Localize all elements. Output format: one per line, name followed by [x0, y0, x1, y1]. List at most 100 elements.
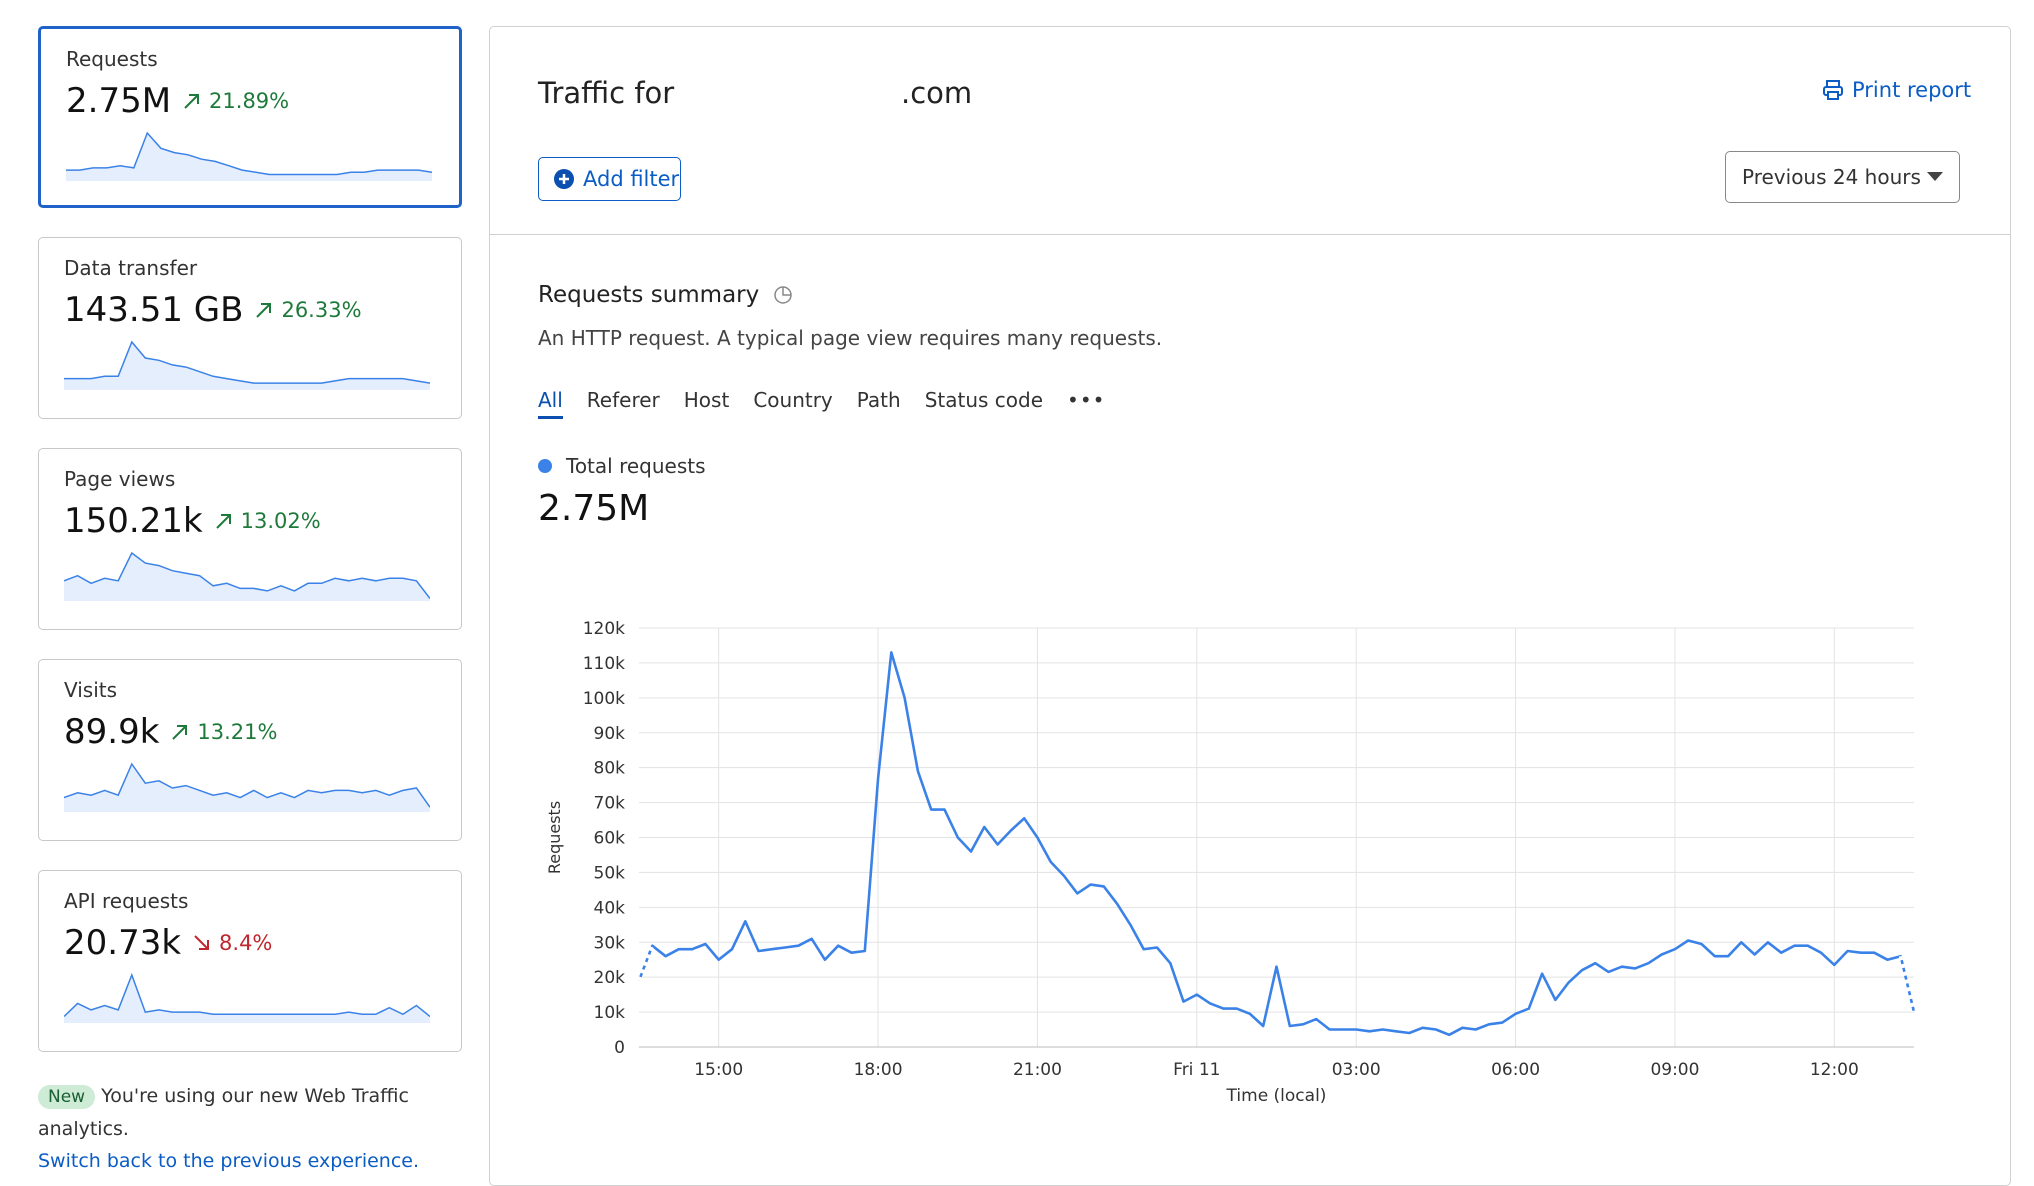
sparkline-line — [64, 551, 430, 599]
metric-label: API requests — [64, 889, 189, 913]
summary-description: An HTTP request. A typical page view req… — [538, 326, 1163, 350]
trend-arrow — [194, 935, 210, 950]
metric-card[interactable]: Page views 150.21k 13.02% — [38, 448, 462, 630]
trend-arrow — [172, 725, 188, 740]
y-tick-label: 50k — [594, 863, 626, 883]
x-axis-label: Time (local) — [1226, 1086, 1327, 1106]
metric-value: 143.51 GB — [64, 290, 244, 330]
metric-card[interactable]: Visits 89.9k 13.21% — [38, 659, 462, 841]
y-tick-label: 40k — [594, 898, 626, 918]
tabs: All Referer Host Country Path Status code ••• — [538, 381, 1105, 419]
metric-change: 21.89% — [183, 89, 289, 113]
sparkline — [64, 551, 430, 601]
sparkline — [64, 972, 430, 1023]
range-select[interactable]: Previous 24 hours — [1725, 151, 1960, 203]
metric-row: 150.21k 13.02% — [64, 501, 321, 541]
change-text: 8.4% — [219, 931, 273, 955]
metric-label: Visits — [64, 678, 118, 702]
add-filter-label: Add filter — [583, 167, 680, 191]
legend: Total requests — [538, 454, 706, 478]
metric-row: 20.73k 8.4% — [64, 923, 272, 963]
note-text: You're using our new Web Traffic analyti… — [38, 1085, 409, 1140]
page: Requests 2.75M 21.89% Data transfer 143.51 G… — [38, 26, 2011, 1186]
arrow — [256, 303, 272, 318]
metric-value: 89.9k — [64, 712, 160, 752]
x-tick-label: Fri 11 — [1173, 1060, 1220, 1080]
y-tick-label: 110k — [583, 654, 625, 674]
arrow — [184, 94, 200, 109]
y-tick-label: 0 — [614, 1038, 625, 1058]
tab[interactable]: Referer — [586, 388, 660, 412]
x-tick-label: 03:00 — [1332, 1060, 1381, 1080]
y-axis-label: Requests — [545, 801, 564, 874]
trend-arrow — [215, 514, 231, 529]
metric-row: 143.51 GB 26.33% — [64, 290, 362, 330]
print-button[interactable]: Print report — [1822, 78, 1971, 102]
tab[interactable]: Country — [753, 388, 833, 412]
metric-card[interactable]: Data transfer 143.51 GB 26.33% — [38, 237, 462, 419]
sparkline-line — [64, 762, 430, 808]
partial-dash — [1898, 955, 1916, 1013]
x-tick-label: 12:00 — [1810, 1060, 1859, 1080]
sparkline-line — [66, 131, 432, 176]
sparkline-line — [64, 340, 430, 384]
arrow — [215, 514, 231, 529]
metric-change: 13.21% — [171, 720, 277, 744]
caret — [1927, 172, 1943, 181]
trend-arrow — [184, 94, 200, 109]
sparkline-line — [64, 972, 430, 1018]
title-prefix: Traffic for — [538, 76, 675, 110]
metric-label: Requests — [66, 47, 158, 71]
info-icon[interactable] — [773, 285, 793, 305]
plus-icon — [554, 169, 574, 189]
total: 2.75M — [538, 488, 650, 529]
trend-arrow — [256, 303, 272, 318]
x-tick-label: 09:00 — [1650, 1060, 1699, 1080]
legend-dot — [538, 459, 552, 473]
metric-value: 20.73k — [64, 923, 182, 963]
title-suffix: .com — [901, 76, 973, 110]
y-tick-label: 60k — [594, 829, 626, 849]
y-tick-label: 100k — [583, 689, 625, 709]
metric-row: 89.9k 13.21% — [64, 712, 277, 752]
y-tick-label: 10k — [594, 1003, 626, 1023]
tab[interactable]: Path — [856, 388, 901, 412]
change-text: 13.02% — [240, 509, 321, 533]
x-tick-label: 15:00 — [694, 1060, 743, 1080]
chart: 0 10k 20k 30k 40k 50k 60k 70k 80k 90k 100k 110k 120k… — [545, 619, 1916, 1106]
tab[interactable]: All — [538, 388, 563, 419]
x-tick-label: 18:00 — [854, 1060, 903, 1080]
y-tick-label: 30k — [594, 933, 626, 953]
change-text: 13.21% — [197, 720, 278, 744]
x-tick-label: 06:00 — [1491, 1060, 1540, 1080]
metric-label: Page views — [64, 467, 176, 491]
range-label: Previous 24 hours — [1742, 165, 1921, 189]
sparkline — [64, 762, 430, 812]
arrow — [194, 935, 210, 950]
sparkline-area — [64, 764, 430, 812]
y-tick-label: 90k — [594, 724, 626, 744]
add-filter-button[interactable]: Add filter — [538, 157, 681, 201]
metric-value: 2.75M — [66, 81, 172, 121]
summary-title-row: Requests summary — [538, 282, 793, 308]
arrow — [172, 725, 188, 740]
more-tabs[interactable]: ••• — [1067, 388, 1106, 412]
tab[interactable]: Status code — [924, 388, 1044, 412]
divider — [489, 234, 2011, 235]
print-label: Print report — [1852, 78, 1972, 102]
metric-change: 26.33% — [255, 298, 362, 322]
sparkline — [66, 131, 432, 181]
change-text: 26.33% — [281, 298, 362, 322]
summary-title: Requests summary — [538, 282, 760, 308]
metric-change: 13.02% — [215, 509, 321, 533]
metric-row: 2.75M 21.89% — [66, 81, 289, 121]
change-text: 21.89% — [209, 89, 290, 113]
tab[interactable]: Host — [683, 388, 730, 412]
series-line — [637, 651, 1916, 1037]
y-tick-label: 120k — [583, 619, 625, 639]
metric-card[interactable]: Requests 2.75M 21.89% — [38, 26, 462, 208]
partial-dash — [637, 945, 655, 982]
metric-card[interactable]: API requests 20.73k 8.4% — [38, 870, 462, 1052]
metric-label: Data transfer — [64, 256, 198, 280]
metric-value: 150.21k — [64, 501, 203, 541]
